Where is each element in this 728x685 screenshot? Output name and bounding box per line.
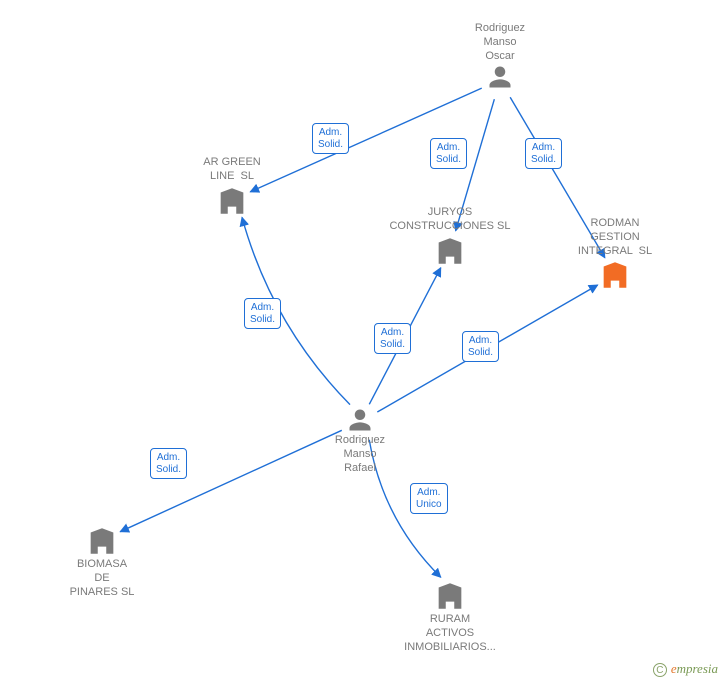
node-label: Rodriguez Manso Rafael [295,434,425,475]
node-label: RODMAN GESTION INTEGRAL SL [550,217,680,258]
edge-label: Adm. Solid. [150,448,187,479]
person-icon [295,406,425,434]
edge-label: Adm. Solid. [525,138,562,169]
building-icon [550,258,680,292]
building-icon [37,524,167,558]
node-label: RURAM ACTIVOS INMOBILIARIOS... [385,613,515,654]
node-label: Rodriguez Manso Oscar [435,22,565,63]
node-ar_green[interactable]: AR GREEN LINE SL [167,156,297,218]
person-icon [435,63,565,91]
building-icon [385,234,515,268]
building-icon [167,184,297,218]
node-rodman[interactable]: RODMAN GESTION INTEGRAL SL [550,217,680,292]
node-label: AR GREEN LINE SL [167,156,297,184]
node-oscar[interactable]: Rodriguez Manso Oscar [435,22,565,91]
edge-label: Adm. Solid. [244,298,281,329]
copyright-icon: C [653,663,667,677]
building-icon [385,579,515,613]
node-label: JURYOS CONSTRUCCIONES SL [385,206,515,234]
node-label: BIOMASA DE PINARES SL [37,558,167,599]
node-biomasa[interactable]: BIOMASA DE PINARES SL [37,524,167,599]
edge-label: Adm. Solid. [374,323,411,354]
edge-label: Adm. Solid. [430,138,467,169]
edge-label: Adm. Solid. [312,123,349,154]
footer-credit: Cempresia [653,661,718,677]
edge-label: Adm. Unico [410,483,448,514]
node-juryos[interactable]: JURYOS CONSTRUCCIONES SL [385,206,515,268]
node-rafael[interactable]: Rodriguez Manso Rafael [295,406,425,475]
brand-rest: mpresia [677,661,718,676]
edge-label: Adm. Solid. [462,331,499,362]
node-ruram[interactable]: RURAM ACTIVOS INMOBILIARIOS... [385,579,515,654]
